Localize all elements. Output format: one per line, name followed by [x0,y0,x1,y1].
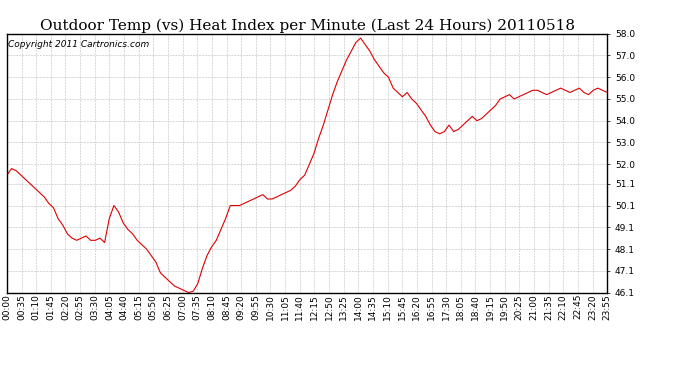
Text: Copyright 2011 Cartronics.com: Copyright 2011 Cartronics.com [8,40,149,49]
Title: Outdoor Temp (vs) Heat Index per Minute (Last 24 Hours) 20110518: Outdoor Temp (vs) Heat Index per Minute … [39,18,575,33]
